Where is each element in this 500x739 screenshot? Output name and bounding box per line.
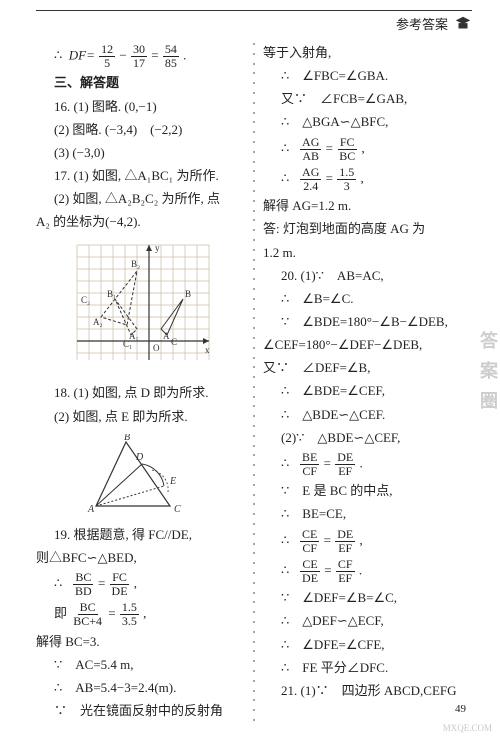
r22: ∵ ∠DEF=∠B=∠C, xyxy=(263,588,472,608)
q17-2: (2) 如图, △A₂B₂C₂ 为所作, 点 xyxy=(36,189,245,209)
svg-text:A: A xyxy=(87,504,95,515)
svg-text:x: x xyxy=(205,345,210,355)
r21: ∴ CEDE = CFEF . xyxy=(263,558,472,585)
q18-1: 18. (1) 如图, 点 D 即为所求. xyxy=(36,383,245,403)
svg-text:A₂: A₂ xyxy=(93,317,103,327)
q16-1: 16. (1) 图略. (0,−1) xyxy=(36,97,245,117)
svg-text:C: C xyxy=(171,337,177,347)
page-header: 参考答案 xyxy=(36,10,472,33)
svg-text:O: O xyxy=(153,343,160,353)
svg-text:B: B xyxy=(124,434,130,443)
r16: (2)∵ △BDE∽△CEF, xyxy=(263,428,472,448)
svg-text:E: E xyxy=(169,476,176,487)
content-columns: ∴ DF= 125 − 3017 = 5485 . 三、解答题 16. (1) … xyxy=(36,43,472,721)
r2: ∴ ∠FBC=∠GBA. xyxy=(263,66,472,86)
figure-17: ABCA₁B₁C₁A₂B₂C₂Oxy xyxy=(36,239,245,374)
left-column: ∴ DF= 125 − 3017 = 5485 . 三、解答题 16. (1) … xyxy=(36,43,249,721)
svg-text:B: B xyxy=(185,289,191,299)
watermark-url: MXQE.COM xyxy=(443,723,492,733)
r5: ∴ AGAB = FCBC , xyxy=(263,136,472,163)
r3: 又∵ ∠FCB=∠GAB, xyxy=(263,89,472,109)
eq-df: ∴ DF= 125 − 3017 = 5485 . xyxy=(36,43,245,70)
r26: 21. (1)∵ 四边形 ABCD,CEFG xyxy=(263,681,472,701)
r13: 又∵ ∠DEF=∠B, xyxy=(263,358,472,378)
svg-text:C₂: C₂ xyxy=(81,295,90,305)
r9: 20. (1)∵ AB=AC, xyxy=(263,266,472,286)
r15: ∴ △BDE∽△CEF. xyxy=(263,405,472,425)
r8: 答: 灯泡到地面的高度 AG 为 xyxy=(263,219,472,239)
q19-1: 19. 根据题意, 得 FC//DE, xyxy=(36,525,245,545)
r7: 解得 AG=1.2 m. xyxy=(263,196,472,216)
svg-text:B₂: B₂ xyxy=(131,259,140,269)
r20: ∴ CECF = DEEF , xyxy=(263,528,472,555)
q19-8: ∵ 光在镜面反射中的反射角 xyxy=(36,701,245,721)
r8b: 1.2 m. xyxy=(263,243,472,263)
r24: ∴ ∠DFE=∠CFE, xyxy=(263,635,472,655)
q16-3: (3) (−3,0) xyxy=(36,143,245,163)
r4: ∴ △BGA∽△BFC, xyxy=(263,112,472,132)
q18-2: (2) 如图, 点 E 即为所求. xyxy=(36,407,245,427)
svg-text:C₁: C₁ xyxy=(123,339,132,349)
q19-3: ∴ BCBD = FCDE , xyxy=(36,571,245,598)
header-label: 参考答案 xyxy=(396,14,448,33)
q19-7: ∴ AB=5.4−3=2.4(m). xyxy=(36,678,245,698)
svg-text:D: D xyxy=(135,452,144,463)
figure-18: A B C D E xyxy=(36,434,245,516)
q16-2: (2) 图略. (−3,4) (−2,2) xyxy=(36,120,245,140)
r25: ∴ FE 平分∠DFC. xyxy=(263,658,472,678)
r6: ∴ AG2.4 = 1.53 , xyxy=(263,166,472,193)
r14: ∴ ∠BDE=∠CEF, xyxy=(263,381,472,401)
r10: ∴ ∠B=∠C. xyxy=(263,289,472,309)
r23: ∴ △DEF∽△ECF, xyxy=(263,611,472,631)
section-heading: 三、解答题 xyxy=(36,73,245,93)
q19-6: ∵ AC=5.4 m, xyxy=(36,655,245,675)
r1: 等于入射角, xyxy=(263,43,472,63)
svg-text:A: A xyxy=(163,331,170,341)
q19-2: 则△BFC∽△BED, xyxy=(36,548,245,568)
q19-5: 解得 BC=3. xyxy=(36,632,245,652)
r18: ∵ E 是 BC 的中点, xyxy=(263,481,472,501)
page-number: 49 xyxy=(455,703,466,715)
q19-4: 即 BCBC+4 = 1.53.5 , xyxy=(36,601,245,628)
svg-text:B₁: B₁ xyxy=(107,289,116,299)
q17-3: A₂ 的坐标为(−4,2). xyxy=(36,212,245,232)
school-logo-icon xyxy=(454,15,472,33)
column-divider xyxy=(253,43,255,721)
watermark-side: 答 案 圈 xyxy=(478,20,500,719)
r12: ∠CEF=180°−∠DEF−∠DEB, xyxy=(263,335,472,355)
r19: ∴ BE=CE, xyxy=(263,504,472,524)
svg-text:C: C xyxy=(174,504,181,515)
r17: ∴ BECF = DEEF . xyxy=(263,451,472,478)
r11: ∵ ∠BDE=180°−∠B−∠DEB, xyxy=(263,312,472,332)
right-column: 等于入射角, ∴ ∠FBC=∠GBA. 又∵ ∠FCB=∠GAB, ∴ △BGA… xyxy=(259,43,472,721)
svg-text:y: y xyxy=(155,243,160,253)
q17-1: 17. (1) 如图, △A₁BC₁ 为所作. xyxy=(36,166,245,186)
